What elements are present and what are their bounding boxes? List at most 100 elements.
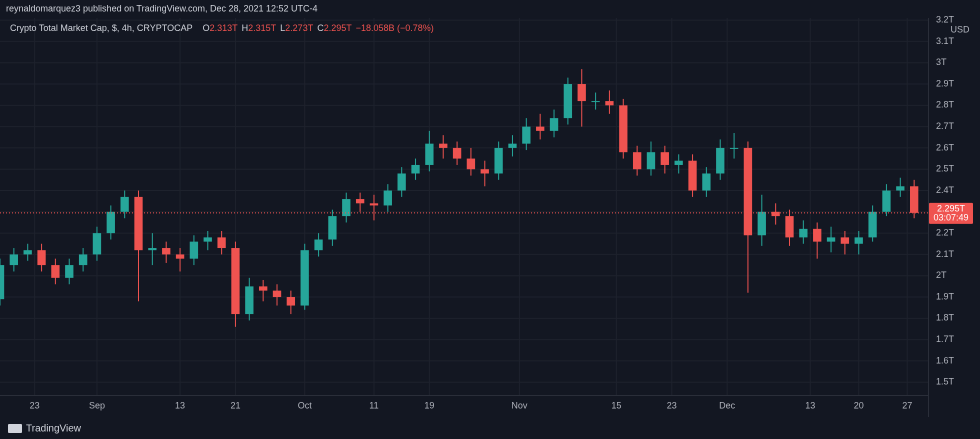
candle-body (522, 126, 531, 144)
x-tick-label: Nov (511, 400, 528, 410)
x-tick-label: 20 (854, 400, 864, 410)
candle-body (23, 250, 32, 255)
x-tick-label: 23 (667, 400, 677, 410)
candle-body (0, 265, 5, 300)
legend: Crypto Total Market Cap, $, 4h, CRYPTOCA… (10, 23, 434, 33)
x-tick-label: Oct (298, 400, 313, 410)
candle-body (729, 147, 739, 149)
candle-body (813, 228, 822, 242)
candle-body (688, 160, 697, 191)
candle-body (175, 254, 185, 259)
candle-body (536, 126, 545, 131)
brand: TradingView (26, 424, 82, 435)
candle-body (383, 190, 392, 206)
candle-body (896, 186, 905, 191)
y-tick-label: 3.1T (936, 36, 955, 46)
y-tick-label: 1.9T (936, 291, 955, 301)
candle-body (328, 216, 337, 240)
candle-body (702, 173, 711, 191)
y-tick-label: 2T (936, 270, 947, 280)
candle-body (494, 147, 503, 174)
candle-body (355, 199, 365, 204)
candle-body (868, 211, 877, 238)
candle-body (854, 237, 863, 244)
candle-body (549, 118, 559, 131)
candle-body (605, 101, 614, 106)
candle-body (148, 248, 157, 251)
candle-body (397, 173, 406, 191)
candle-body (314, 239, 323, 251)
candle-body (716, 147, 725, 174)
y-tick-label: 2.2T (936, 227, 955, 237)
candle-body (480, 169, 489, 174)
x-tick-label: 13 (175, 400, 185, 410)
candle-body (92, 233, 102, 255)
x-tick-label: 13 (805, 400, 815, 410)
footer (0, 417, 980, 439)
candle-body (259, 286, 268, 291)
candle-body (785, 216, 794, 238)
candle-body (757, 211, 766, 236)
x-tick-label: 27 (902, 400, 912, 410)
candle-body (217, 237, 226, 249)
candle-body (425, 143, 434, 165)
candle-body (882, 190, 891, 212)
last-price-box (929, 202, 973, 224)
x-tick-label: 15 (611, 400, 621, 410)
ohlc-value: 2.273T (285, 23, 314, 33)
x-tick-label: 23 (30, 400, 40, 410)
candle-body (619, 105, 628, 153)
candle-body (51, 265, 60, 278)
x-tick-label: 19 (424, 400, 434, 410)
y-tick-label: 2.9T (936, 78, 955, 88)
candle-body (577, 84, 586, 102)
ohlc-value: 2.315T (248, 23, 277, 33)
candle-body (799, 228, 808, 238)
candle-body (674, 160, 683, 165)
x-tick-label: Dec (719, 400, 736, 410)
y-tick-label: 2.6T (936, 142, 955, 152)
change: −18.058B (−0.78%) (356, 23, 434, 33)
y-tick-label: 2.8T (936, 100, 955, 110)
candle-body (771, 211, 780, 217)
candle-body (411, 164, 420, 174)
y-tick-label: 1.7T (936, 334, 955, 344)
x-tick-label: 11 (369, 400, 378, 410)
candle-body (646, 152, 656, 170)
ohlc-key: H (242, 23, 249, 33)
candle-body (245, 286, 254, 315)
ohlc-value: 2.295T (324, 23, 353, 33)
ohlc-key: L (280, 23, 285, 33)
candle-body (120, 196, 129, 212)
publisher: reynaldomarquez3 published on TradingVie… (6, 3, 318, 13)
candle-body (369, 203, 379, 206)
y-tick-label: 2.4T (936, 185, 955, 195)
y-tick-label: 2.5T (936, 164, 955, 174)
candle-body (286, 297, 296, 306)
y-tick-label: 1.6T (936, 355, 955, 365)
candle-body (37, 250, 46, 266)
candle-body (9, 254, 19, 266)
candle-body (439, 143, 448, 148)
candle-body (231, 248, 240, 315)
candle-body (300, 250, 309, 306)
x-tick-label: 21 (230, 400, 240, 410)
ohlc-key: O (203, 23, 210, 33)
candle-body (466, 158, 476, 170)
candle-body (203, 237, 212, 242)
currency: USD (950, 24, 970, 34)
candle-body (632, 152, 642, 170)
y-tick-label: 3.2T (936, 15, 955, 25)
candle-body (452, 147, 462, 159)
ohlc-value: 2.313T (210, 23, 239, 33)
y-tick-label: 3T (936, 57, 947, 67)
candle-body (508, 143, 517, 148)
countdown: 03:07:49 (933, 212, 968, 222)
candle-body (591, 101, 600, 103)
grid (0, 18, 928, 395)
candle-body (134, 196, 143, 251)
candle-body (909, 186, 919, 213)
logo (8, 424, 22, 433)
